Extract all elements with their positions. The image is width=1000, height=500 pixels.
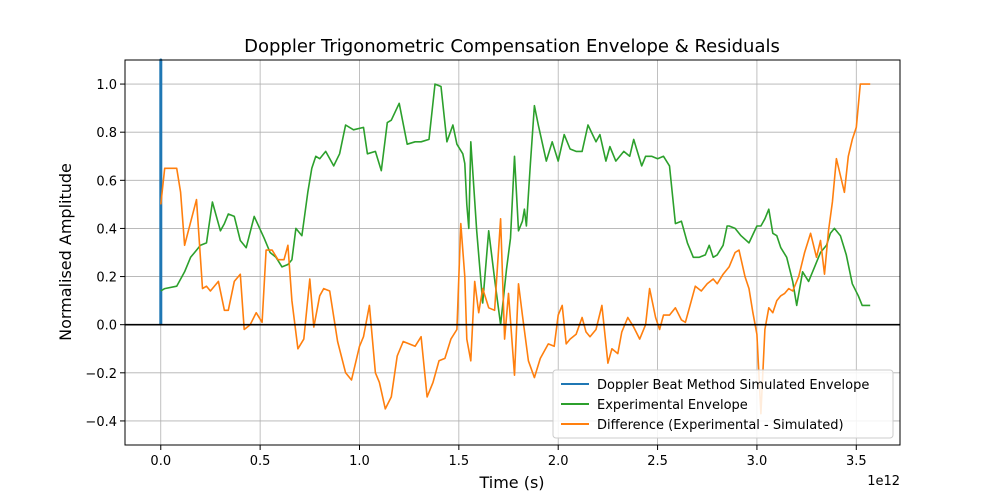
series-line-3: [160, 83, 871, 415]
x-tick-label: 1.0: [349, 454, 370, 469]
x-axis-label: Time (s): [478, 473, 544, 492]
chart-title: Doppler Trigonometric Compensation Envel…: [244, 36, 780, 57]
x-tick-label: 3.0: [747, 454, 768, 469]
x-offset-label: 1e12: [867, 474, 900, 489]
y-tick-label: 1.0: [96, 78, 117, 93]
y-tick-label: −0.4: [85, 415, 117, 430]
y-tick-label: −0.2: [85, 367, 117, 382]
y-tick-label: 0.0: [96, 319, 117, 334]
x-tick-label: 3.5: [846, 454, 867, 469]
legend-label: Experimental Envelope: [597, 398, 748, 413]
x-tick-label: 1.5: [449, 454, 470, 469]
x-tick-label: 2.0: [548, 454, 569, 469]
y-tick-label: 0.2: [96, 271, 117, 286]
y-tick-label: 0.8: [96, 126, 117, 141]
legend-box: [552, 369, 894, 439]
x-tick-label: 0.0: [150, 454, 171, 469]
legend-label: Difference (Experimental - Simulated): [597, 418, 844, 433]
legend-label: Doppler Beat Method Simulated Envelope: [597, 378, 869, 393]
series-line-2: [160, 83, 871, 326]
y-tick-label: 0.4: [96, 222, 117, 237]
x-tick-label: 0.5: [250, 454, 271, 469]
plot-frame: [124, 59, 901, 446]
ticks: 0.0 0.5 1.0 1.5 2.0 2.5 3.0 3.5 −0.4 −0.2 0.0 0.2 0.…: [85, 78, 866, 469]
y-axis-label: Normalised Amplitude: [56, 163, 75, 341]
legend: Doppler Beat Method Simulated Envelope Ex…: [552, 369, 894, 439]
x-tick-label: 2.5: [647, 454, 668, 469]
y-tick-label: 0.6: [96, 174, 117, 189]
